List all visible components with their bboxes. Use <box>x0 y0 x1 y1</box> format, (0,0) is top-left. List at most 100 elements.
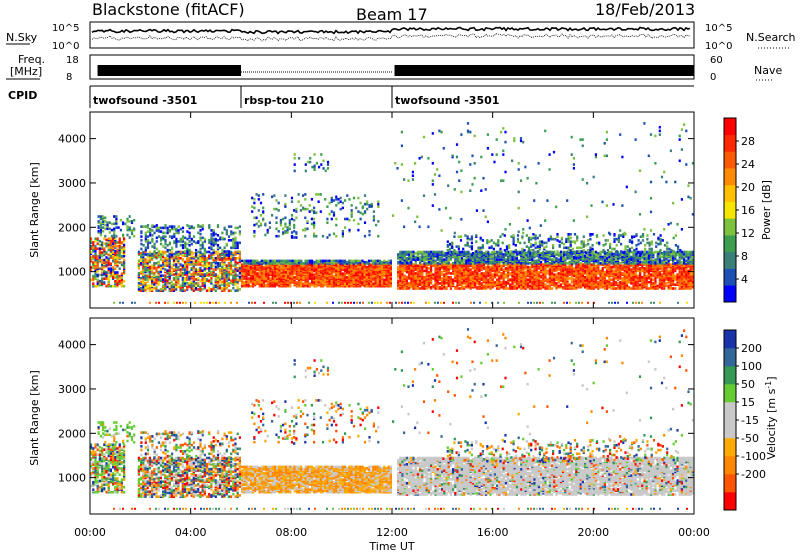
power-cell <box>317 193 320 196</box>
power-cell <box>115 217 118 221</box>
power-cell <box>304 265 307 269</box>
power-cell <box>205 265 209 269</box>
power-cells <box>90 122 694 304</box>
power-cell <box>208 273 211 276</box>
power-cell <box>273 284 276 288</box>
power-cell <box>190 256 193 260</box>
power-cell <box>487 267 490 270</box>
power-cell <box>361 267 364 270</box>
power-cell <box>354 259 357 263</box>
power-cell <box>232 237 235 241</box>
power-cell <box>208 261 211 265</box>
power-cell <box>537 285 540 289</box>
power-cell <box>175 263 178 266</box>
power-cell <box>577 272 580 275</box>
power-cell <box>192 235 196 238</box>
power-cell <box>210 261 213 265</box>
power-cell <box>458 250 461 254</box>
power-cell <box>96 273 99 277</box>
power-cell <box>367 278 371 282</box>
power-cell <box>238 271 241 275</box>
power-cell <box>279 221 282 224</box>
power-cell <box>540 274 543 278</box>
power-cell <box>577 283 580 286</box>
power-cell <box>335 195 338 199</box>
power-cell <box>456 250 459 254</box>
power-cell <box>408 253 411 256</box>
power-cell <box>114 256 117 259</box>
power-cell <box>522 272 525 275</box>
power-cell <box>328 259 331 263</box>
power-cell <box>471 267 474 270</box>
power-cell <box>304 163 307 166</box>
power-cell <box>157 270 160 274</box>
power-cell <box>238 288 241 291</box>
power-cell <box>408 275 411 279</box>
power-cell <box>94 277 97 280</box>
power-cell <box>203 281 206 285</box>
power-cell <box>197 263 200 266</box>
power-cell <box>251 276 255 279</box>
power-cell <box>441 277 444 280</box>
power-cell <box>114 244 117 248</box>
power-cell <box>94 252 97 255</box>
power-cell <box>259 222 263 226</box>
power-cell <box>427 279 430 283</box>
power-cell <box>434 259 437 263</box>
power-cell <box>110 228 114 232</box>
power-cell <box>306 227 309 231</box>
power-cell <box>230 239 233 242</box>
power-cell <box>99 221 102 224</box>
power-cell <box>376 268 379 272</box>
power-cell <box>225 242 228 246</box>
power-cell <box>199 236 202 240</box>
power-cell <box>332 276 336 279</box>
power-cell <box>293 157 296 160</box>
power-cell <box>463 270 466 274</box>
power-cell <box>162 280 165 284</box>
power-cell <box>107 253 110 257</box>
power-cell <box>352 196 356 200</box>
power-cell <box>251 210 254 213</box>
power-cell <box>378 277 382 280</box>
power-cell <box>97 215 100 218</box>
power-cell <box>144 253 147 256</box>
power-cell <box>282 227 285 231</box>
power-cell <box>341 230 344 233</box>
power-cell <box>98 282 101 285</box>
power-cell <box>234 244 237 247</box>
power-cell <box>265 272 268 275</box>
power-cell <box>438 257 441 260</box>
power-cell <box>108 227 111 231</box>
power-cell <box>372 274 375 278</box>
power-cell <box>146 259 149 262</box>
power-cell <box>177 229 180 232</box>
power-cell <box>551 280 554 284</box>
power-cell <box>199 269 202 272</box>
power-cell <box>326 217 329 221</box>
power-cell <box>275 216 278 220</box>
power-cell <box>430 285 433 289</box>
power-cell <box>381 283 384 287</box>
power-cell <box>92 274 95 278</box>
nave-tick-top: 60 <box>710 55 723 66</box>
power-cell <box>184 253 187 257</box>
power-cell <box>454 250 457 254</box>
power-cell <box>579 284 582 288</box>
power-cell <box>232 264 235 267</box>
power-cell <box>181 240 185 243</box>
power-cell <box>257 225 260 228</box>
nsearch-tick-top: 10^5 <box>705 23 732 34</box>
power-cell <box>421 267 424 270</box>
power-cell <box>502 268 505 271</box>
power-cell <box>498 285 501 289</box>
power-cell <box>105 256 108 259</box>
power-cell <box>201 246 204 250</box>
power-cell <box>188 275 191 279</box>
power-cell <box>377 200 380 203</box>
power-cell <box>520 267 523 270</box>
power-cell <box>467 267 470 270</box>
power-cell <box>149 234 152 237</box>
power-cell <box>458 282 461 285</box>
power-cell <box>498 279 501 283</box>
